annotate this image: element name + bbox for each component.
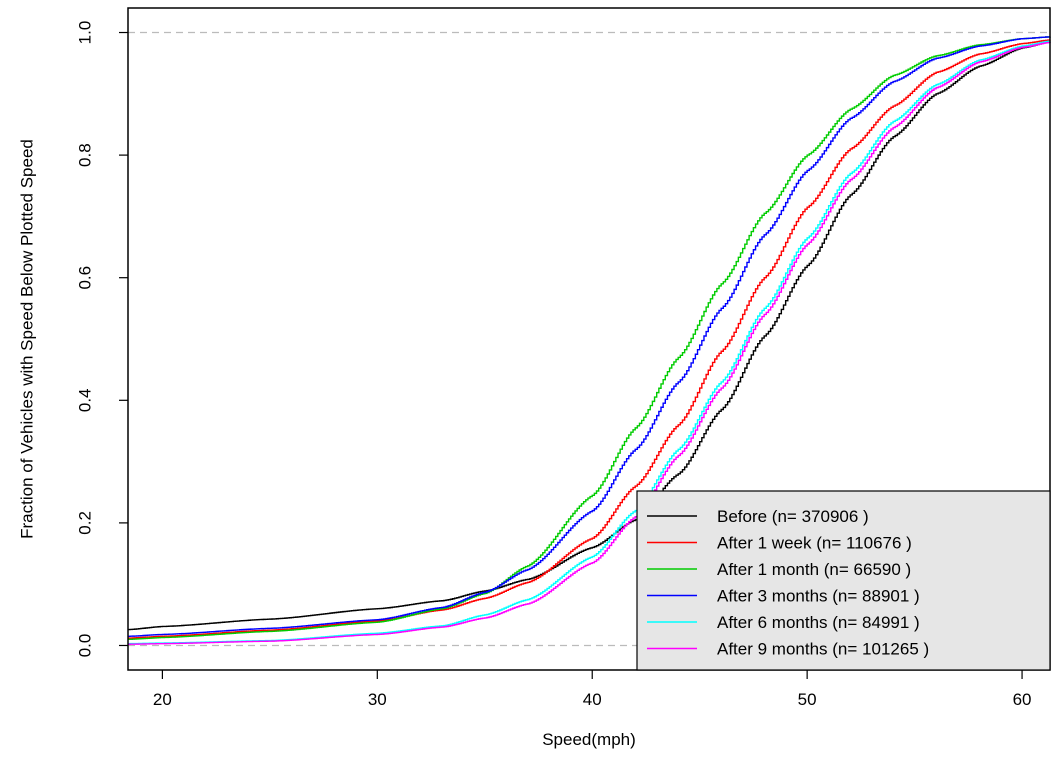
- series-line: [128, 36, 1051, 641]
- series-line: [128, 36, 1051, 637]
- series-line: [128, 41, 1051, 631]
- y-axis-label: Fraction of Vehicles with Speed Below Pl…: [17, 139, 36, 539]
- legend-label: After 3 months (n= 88901 ): [717, 587, 920, 606]
- x-tick-label: 50: [798, 690, 817, 709]
- y-tick-label: 0.6: [75, 266, 94, 290]
- series-layer: [128, 36, 1051, 645]
- x-tick-label: 60: [1013, 690, 1032, 709]
- legend-label: After 6 months (n= 84991 ): [717, 613, 920, 632]
- y-tick-label: 0.0: [75, 634, 94, 658]
- plot-frame: [127, 7, 1051, 671]
- legend-box: [636, 490, 1051, 671]
- y-tick-label: 0.8: [75, 143, 94, 167]
- series-line: [128, 41, 1051, 645]
- legend-label: After 1 week (n= 110676 ): [717, 534, 912, 553]
- legend-label: Before (n= 370906 ): [717, 507, 869, 526]
- x-tick-label: 30: [368, 690, 387, 709]
- legend-label: After 9 months (n= 101265 ): [717, 640, 929, 659]
- y-axis: 0.0 0.2 0.4 0.6 0.8 1.0: [75, 21, 128, 658]
- x-tick-label: 40: [583, 690, 602, 709]
- y-tick-label: 0.2: [75, 511, 94, 535]
- y-tick-label: 1.0: [75, 21, 94, 45]
- x-axis-label: Speed(mph): [542, 730, 636, 749]
- x-tick-label: 20: [153, 690, 172, 709]
- legend: Before (n= 370906 ) After 1 week (n= 1106…: [636, 490, 1051, 671]
- series-line: [128, 39, 1051, 639]
- x-axis: 20 30 40 50 60: [153, 670, 1032, 709]
- legend-label: After 1 month (n= 66590 ): [717, 560, 911, 579]
- y-tick-label: 0.4: [75, 388, 94, 412]
